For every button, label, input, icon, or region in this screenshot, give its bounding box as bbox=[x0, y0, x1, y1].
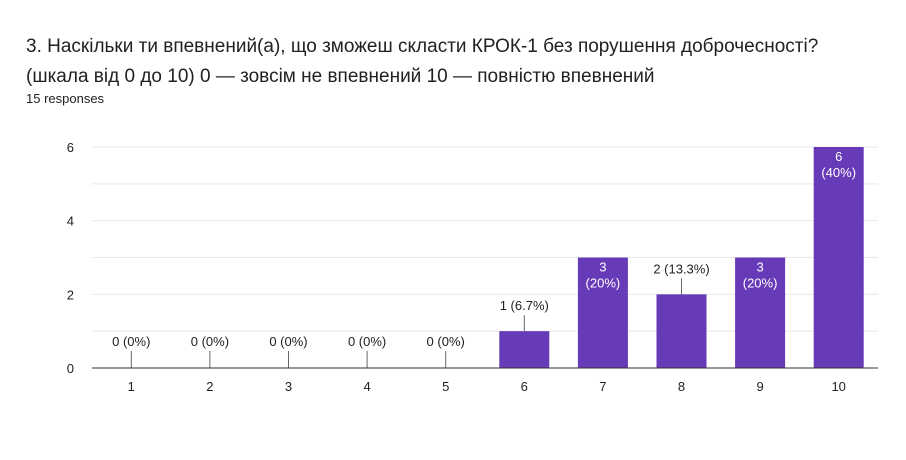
y-tick-label: 6 bbox=[67, 140, 74, 155]
bar bbox=[656, 294, 707, 368]
data-label: 2 (13.3%) bbox=[653, 261, 709, 276]
data-label: 0 (0%) bbox=[427, 334, 465, 349]
data-label: (20%) bbox=[743, 276, 778, 291]
data-label: (20%) bbox=[586, 276, 621, 291]
bar bbox=[813, 147, 864, 368]
x-tick-label: 2 bbox=[206, 379, 213, 394]
x-tick-label: 8 bbox=[678, 379, 685, 394]
data-label: 0 (0%) bbox=[112, 334, 150, 349]
bar bbox=[577, 257, 628, 368]
responses-count: 15 responses bbox=[26, 91, 105, 106]
data-label: 0 (0%) bbox=[191, 334, 229, 349]
data-label: 6 bbox=[835, 149, 842, 164]
data-label: 3 bbox=[756, 260, 763, 275]
x-tick-label: 9 bbox=[756, 379, 763, 394]
y-tick-label: 4 bbox=[67, 214, 74, 229]
x-tick-label: 1 bbox=[128, 379, 135, 394]
x-tick-label: 4 bbox=[363, 379, 370, 394]
x-tick-label: 5 bbox=[442, 379, 449, 394]
bar bbox=[499, 331, 550, 368]
x-tick-label: 6 bbox=[521, 379, 528, 394]
question-line-1: 3. Наскільки ти впевнений(а), що зможеш … bbox=[26, 36, 819, 57]
data-label: 3 bbox=[599, 260, 606, 275]
data-label: 1 (6.7%) bbox=[500, 298, 549, 313]
data-label: 0 (0%) bbox=[348, 334, 386, 349]
question-line-2: (шкала від 0 до 10) 0 — зовсім не впевне… bbox=[26, 66, 655, 87]
question-title: 3. Наскільки ти впевнений(а), що зможеш … bbox=[26, 32, 896, 92]
y-tick-label: 0 bbox=[67, 361, 74, 376]
x-tick-label: 7 bbox=[599, 379, 606, 394]
x-tick-label: 3 bbox=[285, 379, 292, 394]
y-tick-label: 2 bbox=[67, 287, 74, 302]
data-label: 0 (0%) bbox=[269, 334, 307, 349]
x-tick-label: 10 bbox=[831, 379, 845, 394]
data-label: (40%) bbox=[821, 165, 856, 180]
bar bbox=[735, 257, 786, 368]
